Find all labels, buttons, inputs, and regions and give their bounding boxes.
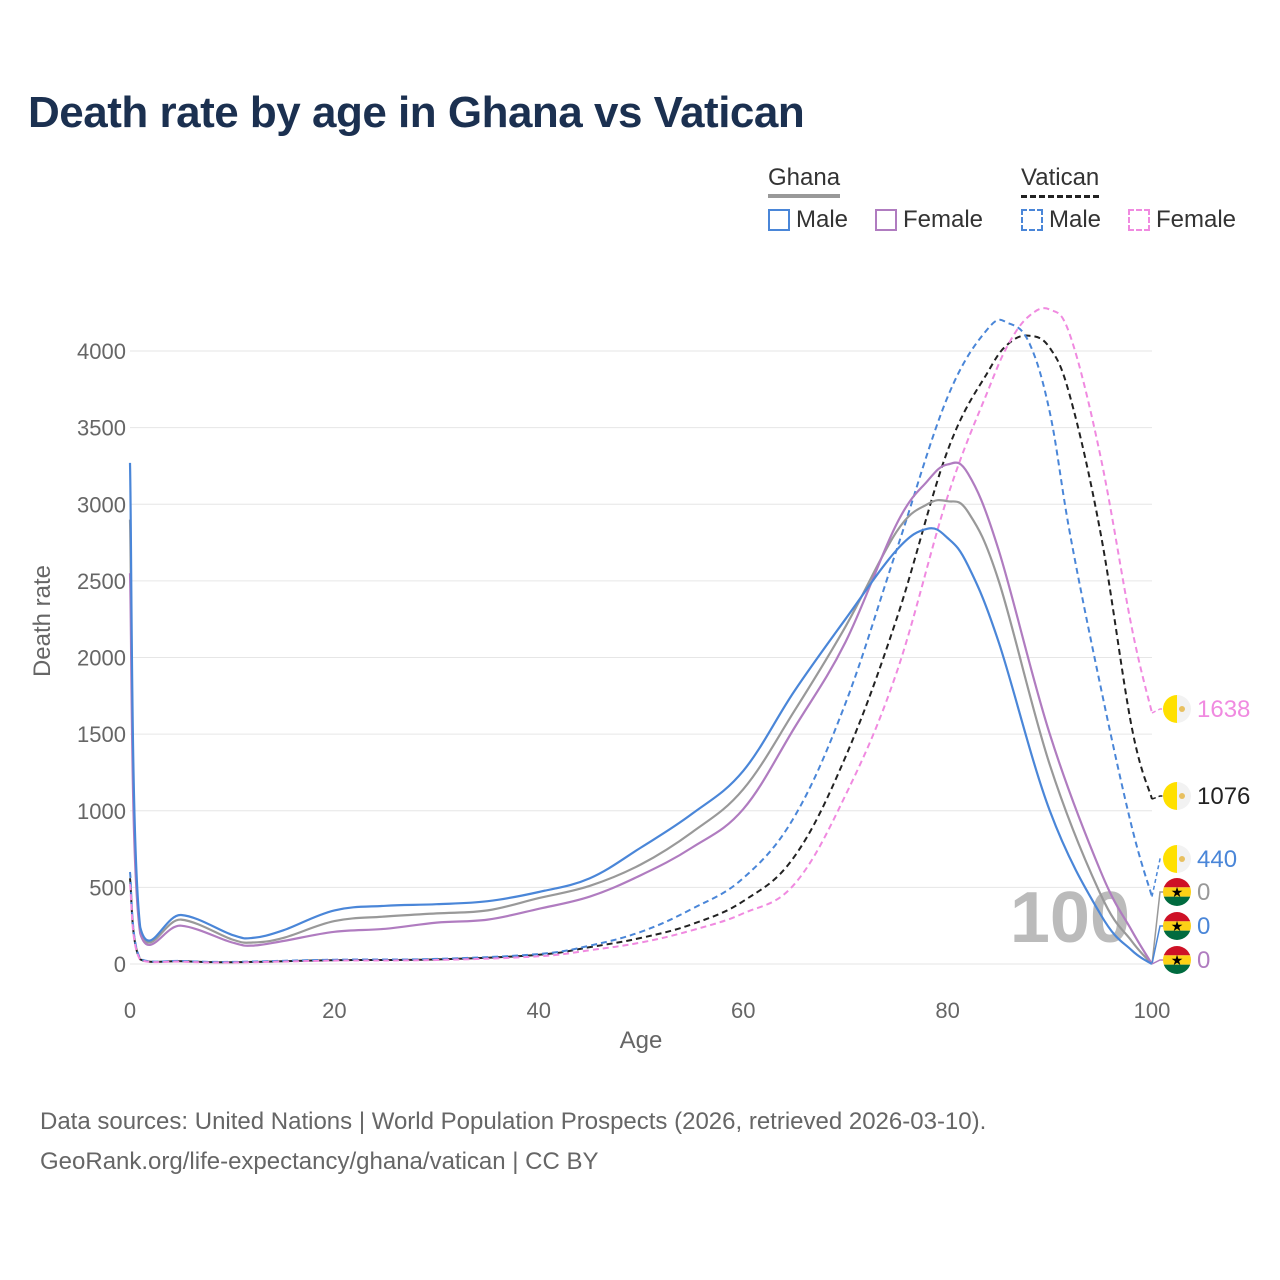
legend-vatican-male-label: Male bbox=[1049, 206, 1102, 233]
x-tick-label: 40 bbox=[527, 998, 551, 1023]
y-tick-label: 3500 bbox=[77, 416, 126, 441]
x-tick-label: 60 bbox=[731, 998, 755, 1023]
chart-title: Death rate by age in Ghana vs Vatican bbox=[28, 88, 805, 137]
legend-ghana-underline bbox=[768, 194, 841, 198]
footer-sources: Data sources: United Nations | World Pop… bbox=[40, 1108, 987, 1135]
svg-text:★: ★ bbox=[1171, 952, 1184, 968]
legend-vatican-female[interactable]: Female bbox=[1128, 206, 1236, 234]
legend-swatch-vatican-female bbox=[1128, 209, 1150, 231]
legend-swatch-ghana-female bbox=[875, 209, 897, 231]
end-value-label: 0 bbox=[1197, 913, 1210, 940]
series-line-ghana-total[interactable] bbox=[128, 498, 1153, 965]
y-axis-label: Death rate bbox=[29, 565, 56, 677]
series-line-vatican-female[interactable] bbox=[129, 307, 1153, 964]
legend-ghana-title: Ghana bbox=[768, 164, 841, 198]
legend-ghana-female-label: Female bbox=[903, 206, 984, 233]
end-value-label: 440 bbox=[1197, 846, 1237, 873]
vatican-flag-icon bbox=[1163, 845, 1191, 873]
x-tick-label: 0 bbox=[124, 998, 136, 1023]
series-line-ghana-female[interactable] bbox=[128, 461, 1153, 965]
legend-ghana-female[interactable]: Female bbox=[875, 206, 983, 234]
end-label-connector bbox=[1151, 795, 1166, 800]
legend-ghana-male-label: Male bbox=[796, 206, 849, 233]
legend-swatch-ghana-male bbox=[768, 209, 790, 231]
grid-lines bbox=[130, 350, 1152, 965]
y-tick-label: 4000 bbox=[77, 339, 126, 364]
series-lines bbox=[128, 307, 1153, 965]
series-line-vatican-total[interactable] bbox=[129, 334, 1153, 964]
vatican-flag-icon bbox=[1163, 695, 1191, 723]
ghana-flag-icon: ★ bbox=[1163, 878, 1191, 906]
svg-text:★: ★ bbox=[1171, 918, 1184, 934]
y-tick-label: 1500 bbox=[77, 722, 126, 747]
legend-swatch-vatican-male bbox=[1021, 209, 1043, 231]
y-tick-label: 3000 bbox=[77, 492, 126, 517]
y-tick-label: 2500 bbox=[77, 569, 126, 594]
y-axis-ticks: 0 500 1000 1500 2000 2500 3000 3500 4000 bbox=[77, 339, 126, 977]
end-label-connector bbox=[1151, 708, 1166, 714]
ghana-flag-icon: ★ bbox=[1163, 912, 1191, 940]
legend-vatican-title: Vatican bbox=[1021, 164, 1100, 198]
y-tick-label: 500 bbox=[89, 875, 126, 900]
series-line-ghana-male[interactable] bbox=[128, 462, 1153, 965]
svg-text:★: ★ bbox=[1171, 884, 1184, 900]
legend-ghana-label: Ghana bbox=[768, 164, 841, 191]
end-labels: 1638 1076 440 ★ 0 ★ 0 ★ 0 bbox=[1151, 695, 1250, 974]
legend-vatican-underline bbox=[1021, 195, 1100, 198]
x-tick-label: 20 bbox=[322, 998, 346, 1023]
x-axis-ticks: 0 20 40 60 80 100 bbox=[124, 998, 1170, 1023]
vatican-flag-icon bbox=[1163, 782, 1191, 810]
legend-ghana-male[interactable]: Male bbox=[768, 206, 848, 234]
ghana-flag-icon: ★ bbox=[1163, 946, 1191, 974]
x-tick-label: 100 bbox=[1134, 998, 1171, 1023]
y-tick-label: 0 bbox=[114, 952, 126, 977]
legend-vatican-female-label: Female bbox=[1156, 206, 1237, 233]
x-tick-label: 80 bbox=[935, 998, 959, 1023]
x-axis-label: Age bbox=[620, 1027, 663, 1054]
end-value-label: 1638 bbox=[1197, 696, 1250, 723]
end-value-label: 0 bbox=[1197, 879, 1210, 906]
y-tick-label: 2000 bbox=[77, 646, 126, 671]
legend-vatican-label: Vatican bbox=[1021, 164, 1100, 191]
legend-vatican-male[interactable]: Male bbox=[1021, 206, 1101, 234]
series-line-vatican-male[interactable] bbox=[129, 318, 1153, 963]
footer-link[interactable]: GeoRank.org/life-expectancy/ghana/vatica… bbox=[40, 1148, 599, 1175]
end-value-label: 0 bbox=[1197, 947, 1210, 974]
y-tick-label: 1000 bbox=[77, 799, 126, 824]
end-value-label: 1076 bbox=[1197, 783, 1250, 810]
